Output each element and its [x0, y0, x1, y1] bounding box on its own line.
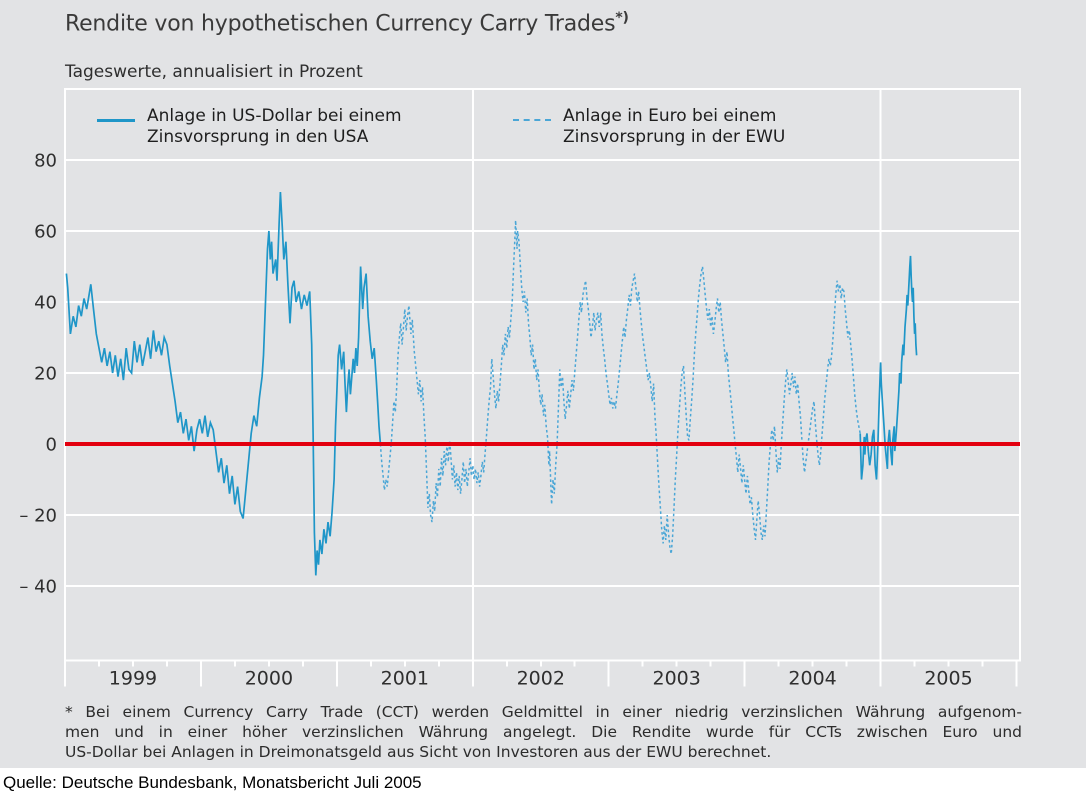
chart-panel-background: [0, 0, 1086, 768]
y-axis-label: 40: [34, 293, 57, 314]
series-usd-solid-path: [859, 255, 918, 480]
y-axis-label: 0: [46, 435, 57, 456]
footnote: * Bei einem Currency Carry Trade (CCT) w…: [65, 702, 1022, 762]
plot-border: [63, 87, 1022, 662]
y-axis-label: 20: [34, 364, 57, 385]
x-axis-label: 2001: [381, 668, 429, 690]
legend-label-usd: Anlage in US-Dollar bei einem Zinsvorspr…: [147, 106, 402, 147]
x-axis-label: 2004: [788, 668, 836, 690]
footnote-marker-superscript: *): [615, 10, 629, 26]
dotted-line-sample-icon: [513, 119, 551, 121]
x-axis-label: 2002: [517, 668, 565, 690]
y-axis-label: – 40: [19, 577, 57, 598]
chart-subtitle: Tageswerte, annualisiert in Prozent: [65, 62, 363, 82]
x-axis-label: 2003: [652, 668, 700, 690]
chart-title: Rendite von hypothetischen Currency Carr…: [65, 10, 629, 37]
y-axis-label: – 20: [19, 506, 57, 527]
chart-canvas: 1999 2000 2001 2002 2003 2004 2005 80 60 40 20 0 – 2…: [19, 87, 1022, 690]
source-strip: [0, 768, 1086, 800]
x-axis-label: 2000: [245, 668, 293, 690]
y-axis-label: 80: [34, 151, 57, 172]
footnote-line: * Bei einem Currency Carry Trade (CCT) w…: [65, 703, 1022, 721]
footnote-line: US-Dollar bei Anlagen in Dreimonatsgeld …: [65, 743, 772, 761]
x-axis-label: 2005: [924, 668, 972, 690]
y-axis-label: 60: [34, 222, 57, 243]
solid-line-sample-icon: [97, 119, 135, 122]
legend-label-euro: Anlage in Euro bei einem Zinsvorsprung i…: [563, 106, 786, 147]
x-axis-label: 1999: [109, 668, 157, 690]
series-usd-solid-path: [65, 191, 382, 576]
footnote-line: men und in einer höher verzinslichen Wäh…: [65, 723, 1022, 741]
source-line: Quelle: Deutsche Bundesbank, Monatsberic…: [3, 773, 422, 792]
series-euro-dotted-path: [379, 220, 861, 555]
